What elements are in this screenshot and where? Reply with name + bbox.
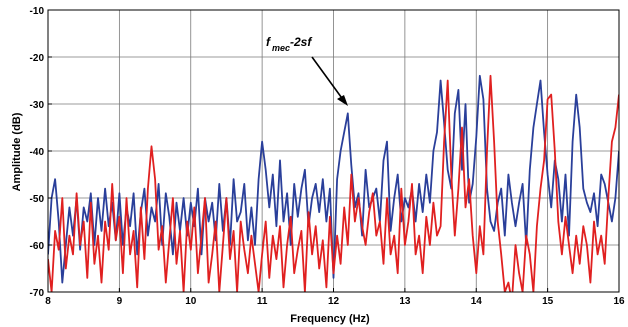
x-tick-label: 11 — [257, 296, 268, 307]
x-tick-label: 8 — [45, 296, 51, 307]
series-line-1 — [48, 74, 619, 284]
series-group — [48, 74, 619, 292]
x-tick-label: 14 — [471, 296, 483, 307]
y-tick-label: -30 — [30, 100, 45, 111]
x-tick-label: 12 — [328, 296, 340, 307]
y-axis-title: Amplitude (dB) — [11, 112, 23, 191]
x-axis-title: Frequency (Hz) — [290, 313, 370, 325]
y-tick-label: -60 — [30, 241, 45, 252]
annotation: f mec -2sf — [266, 35, 348, 106]
x-tick-label: 15 — [542, 296, 554, 307]
y-tick-label: -50 — [30, 194, 45, 205]
y-tick-label: -20 — [30, 53, 45, 64]
annotation-subscript: mec — [272, 43, 290, 53]
annotation-tail: -2sf — [290, 35, 312, 49]
series-line-2 — [48, 74, 619, 292]
annotation-arrow-line — [311, 56, 345, 102]
y-tick-label: -40 — [30, 147, 45, 158]
annotation-arrow-head — [337, 95, 348, 106]
x-tick-label: 13 — [399, 296, 411, 307]
x-tick-labels: 8 9 10 11 12 13 14 15 16 — [45, 296, 625, 307]
x-tick-label: 16 — [613, 296, 625, 307]
x-tick-label: 9 — [117, 296, 123, 307]
y-tick-label: -70 — [30, 288, 45, 299]
tick-marks — [47, 9, 620, 293]
annotation-f: f — [266, 35, 271, 49]
x-tick-label: 10 — [185, 296, 197, 307]
y-tick-label: -10 — [30, 6, 45, 17]
y-tick-labels: -10 -20 -30 -40 -50 -60 -70 — [30, 6, 45, 299]
